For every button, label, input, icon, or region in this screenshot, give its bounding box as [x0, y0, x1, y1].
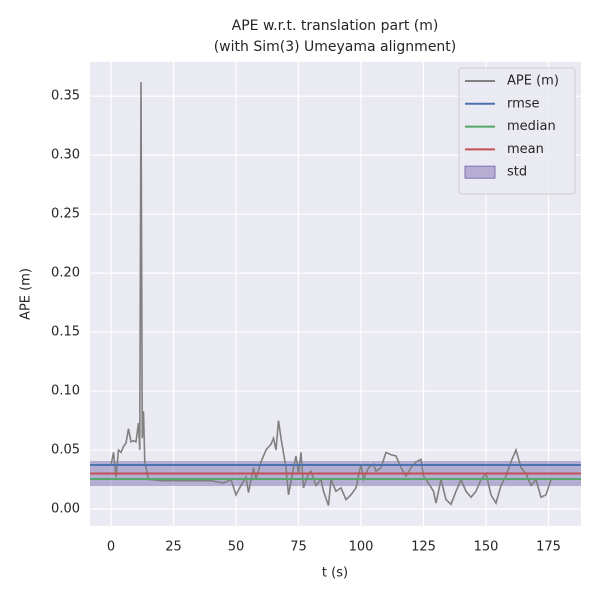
y-tick-label: 0.35: [51, 89, 80, 104]
y-tick-label: 0.00: [51, 502, 80, 517]
y-tick-label: 0.10: [51, 384, 80, 399]
legend-box: [458, 67, 576, 195]
ape-line: [110, 82, 557, 506]
y-tick-label: 0.20: [51, 266, 80, 281]
legend-label: rmse: [507, 96, 540, 111]
legend-label: median: [507, 119, 556, 134]
y-axis-label: APE (m): [19, 268, 34, 320]
x-tick-label: 100: [349, 540, 374, 555]
legend-swatch: [464, 165, 496, 179]
y-tick-label: 0.25: [51, 207, 80, 222]
legend-label: mean: [507, 142, 544, 157]
legend-label: std: [507, 165, 527, 180]
y-tick-label: 0.05: [51, 443, 80, 458]
x-tick-label: 50: [228, 540, 245, 555]
chart-subtitle: (with Sim(3) Umeyama alignment): [214, 39, 457, 55]
x-tick-label: 75: [290, 540, 307, 555]
x-tick-label: 150: [474, 540, 499, 555]
x-tick-label: 0: [107, 540, 115, 555]
x-tick-label: 25: [165, 540, 182, 555]
y-tick-label: 0.15: [51, 325, 80, 340]
chart-title: APE w.r.t. translation part (m): [232, 18, 439, 34]
x-tick-label: 125: [411, 540, 436, 555]
legend-label: APE (m): [507, 74, 559, 89]
y-tick-label: 0.30: [51, 148, 80, 163]
x-axis-label: t (s): [322, 566, 348, 581]
x-tick-label: 175: [536, 540, 561, 555]
